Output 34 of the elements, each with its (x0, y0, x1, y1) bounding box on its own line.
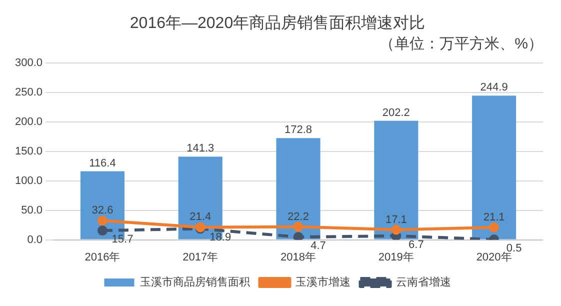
data-label: 21.1 (483, 211, 505, 224)
data-label: 6.7 (408, 238, 424, 251)
x-tick-label: 2019年 (378, 251, 414, 264)
chart-title: 2016年—2020年商品房销售面积增速对比 (130, 14, 426, 32)
bar (374, 120, 418, 240)
x-tick-label: 2018年 (280, 251, 316, 264)
data-label: 32.6 (92, 204, 114, 217)
data-label: 17.1 (385, 214, 407, 226)
y-tick-label: 100.0 (14, 174, 43, 187)
bar (276, 138, 320, 240)
legend-label: 玉溪市商品房销售面积 (140, 276, 250, 289)
chart-subtitle: （单位：万平方米、%） (380, 35, 543, 52)
data-label: 4.7 (310, 240, 326, 252)
data-label: 18.9 (210, 232, 232, 244)
y-tick-label: 0.0 (27, 234, 43, 246)
x-tick-label: 2017年 (182, 251, 218, 264)
data-label: 116.4 (89, 157, 116, 170)
data-label: 21.4 (190, 211, 212, 224)
legend-label: 云南省增速 (396, 276, 451, 289)
legend-label: 玉溪市增速 (295, 276, 350, 289)
data-label: 244.9 (480, 82, 508, 94)
data-label: 22.2 (288, 210, 309, 223)
y-tick-label: 150.0 (14, 146, 43, 158)
data-label: 15.7 (112, 234, 134, 246)
y-tick-label: 250.0 (14, 86, 43, 99)
y-tick-label: 50.0 (21, 204, 43, 216)
x-tick-label: 2016年 (84, 251, 120, 264)
data-label: 202.2 (382, 106, 410, 119)
y-tick-label: 300.0 (14, 57, 43, 70)
x-tick-label: 2020年 (476, 251, 512, 264)
y-tick-label: 200.0 (14, 116, 43, 128)
data-label: 172.8 (284, 124, 312, 136)
data-label: 141.3 (186, 142, 214, 155)
bar (472, 96, 516, 240)
